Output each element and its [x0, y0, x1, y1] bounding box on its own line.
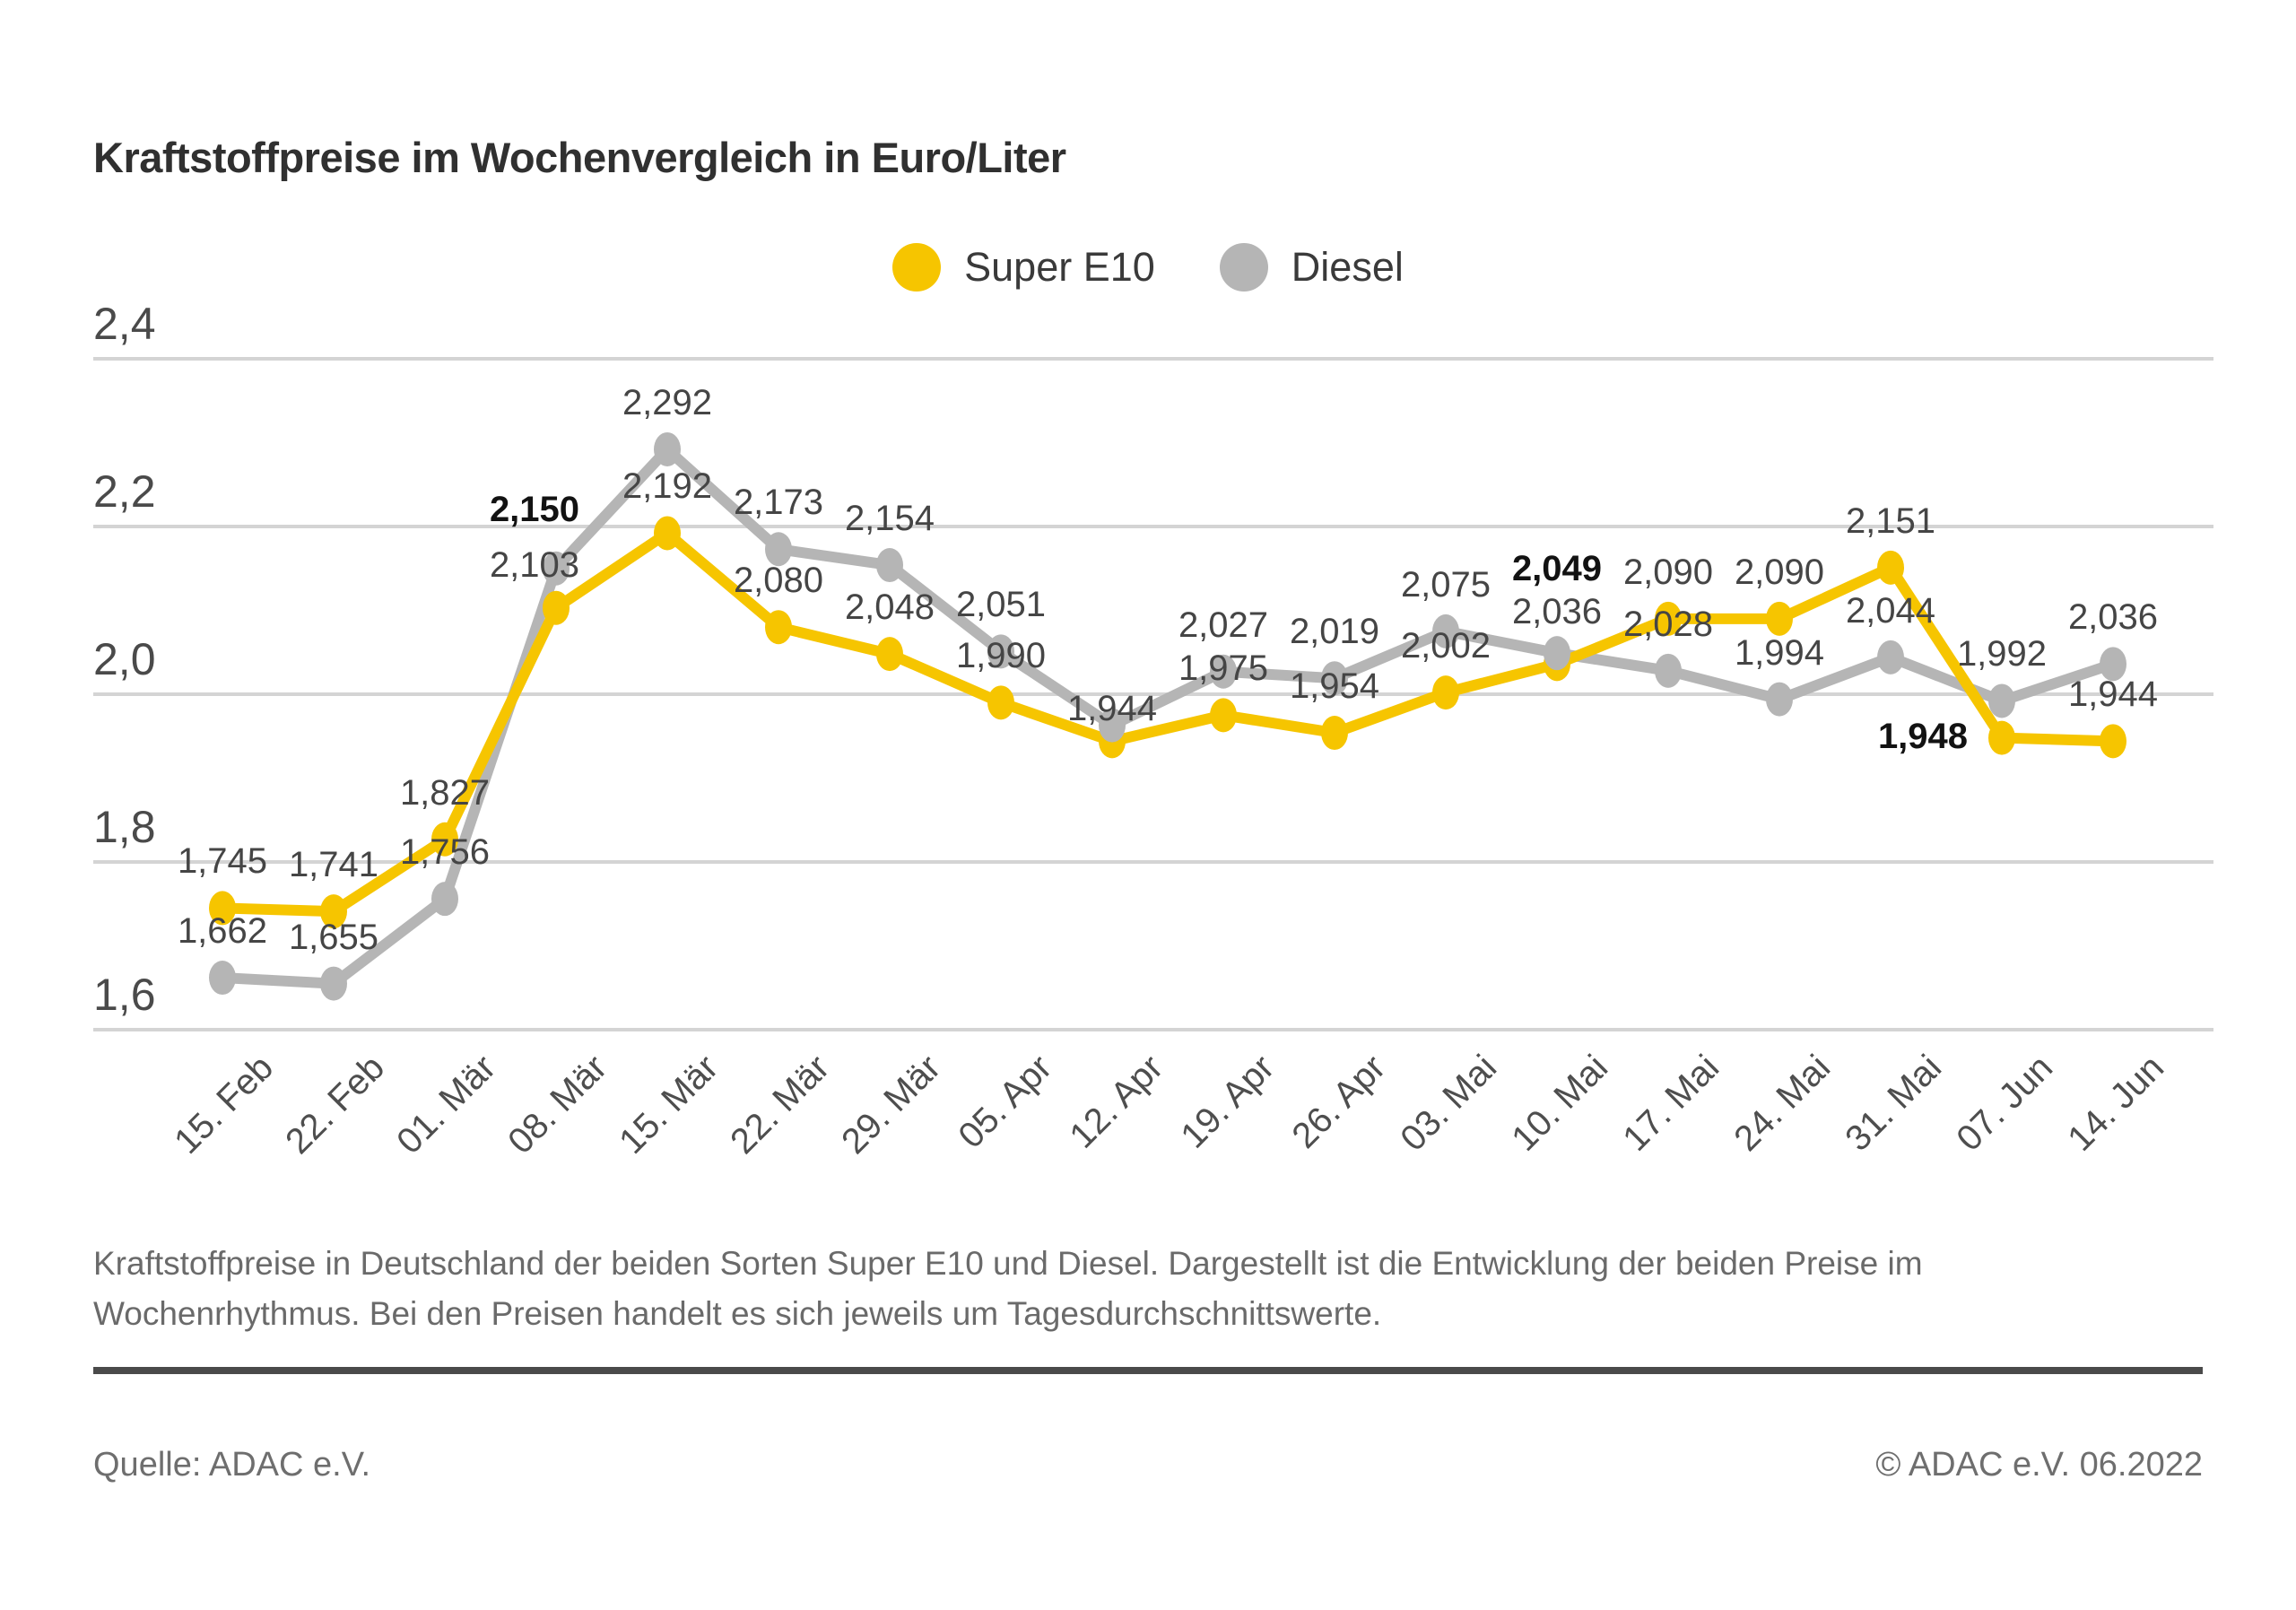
value-label-diesel: 2,292: [622, 382, 713, 422]
value-label-diesel: 2,075: [1400, 564, 1492, 605]
data-point-diesel: [1432, 614, 1459, 648]
value-label-super-e10: 2,080: [733, 561, 824, 601]
value-label-diesel: 2,019: [1289, 612, 1380, 652]
data-point-super-e10: [654, 516, 681, 551]
gridline: [93, 525, 2213, 528]
value-label-super-e10: 1,827: [399, 772, 491, 813]
data-point-super-e10: [876, 637, 903, 672]
value-label-diesel: 2,150: [489, 489, 580, 529]
data-point-super-e10: [765, 610, 792, 645]
copyright-text: © ADAC e.V. 06.2022: [1875, 1446, 2203, 1484]
data-point-super-e10: [543, 590, 570, 625]
value-label-super-e10: 1,944: [1066, 689, 1158, 729]
data-point-diesel: [1321, 661, 1348, 696]
data-point-diesel: [987, 634, 1014, 669]
data-point-super-e10: [1321, 716, 1348, 751]
legend-item-diesel: Diesel: [1219, 243, 1404, 292]
data-point-diesel: [765, 532, 792, 567]
y-axis-tick-label: 1,6: [93, 970, 156, 1020]
value-label-diesel: 1,662: [177, 911, 268, 952]
data-point-diesel: [1766, 682, 1793, 717]
data-point-diesel: [2100, 647, 2126, 682]
value-label-diesel: 2,044: [1845, 590, 1936, 631]
y-axis-tick-label: 2,4: [93, 299, 156, 349]
data-point-super-e10: [431, 822, 458, 857]
value-label-super-e10: 2,192: [622, 466, 713, 507]
value-label-diesel: 2,051: [955, 585, 1047, 625]
y-axis-tick-label: 1,8: [93, 802, 156, 852]
y-axis-tick-label: 2,0: [93, 634, 156, 684]
legend-label-diesel: Diesel: [1291, 244, 1404, 290]
value-label-diesel: 1,994: [1734, 632, 1825, 673]
data-point-super-e10: [1988, 720, 2015, 755]
chart-title: Kraftstoffpreise im Wochenvergleich in E…: [93, 134, 1066, 181]
data-point-super-e10: [987, 685, 1014, 720]
value-label-super-e10: 2,048: [844, 587, 935, 628]
value-label-super-e10: 1,990: [955, 636, 1047, 676]
data-point-super-e10: [209, 891, 236, 926]
legend-item-super-e10: Super E10: [892, 243, 1155, 292]
value-label-super-e10: 1,975: [1178, 648, 1269, 689]
data-point-diesel: [1988, 683, 2015, 718]
value-label-diesel: 2,154: [844, 499, 935, 538]
value-label-super-e10: 2,151: [1845, 500, 1936, 541]
series-line-super-e10: [217, 527, 2118, 918]
value-label-super-e10: 1,745: [177, 841, 268, 882]
value-label-diesel: 1,756: [399, 832, 491, 873]
value-label-diesel: 2,049: [1511, 549, 1603, 589]
diesel-dot-icon: [1219, 243, 1268, 292]
data-point-diesel: [876, 548, 903, 583]
value-label-super-e10: 2,090: [1734, 552, 1825, 592]
value-label-super-e10: 2,103: [489, 544, 580, 585]
value-label-super-e10: 2,036: [1511, 592, 1603, 632]
data-point-diesel: [654, 431, 681, 466]
data-point-diesel: [1655, 653, 1682, 688]
series-line-diesel: [217, 443, 2118, 989]
data-point-super-e10: [1766, 601, 1793, 636]
data-point-diesel: [1099, 708, 1126, 743]
value-label-diesel: 2,036: [2067, 597, 2159, 638]
data-point-diesel: [1544, 636, 1570, 671]
value-label-super-e10: 2,090: [1622, 552, 1714, 592]
footer-divider: [93, 1367, 2203, 1374]
value-label-diesel: 2,173: [733, 483, 824, 523]
value-label-super-e10: 1,948: [1877, 716, 1969, 756]
data-point-super-e10: [1432, 675, 1459, 710]
legend-label-super-e10: Super E10: [964, 244, 1155, 290]
caption-line-2: Wochenrhythmus. Bei den Preisen handelt …: [93, 1295, 1382, 1332]
super-e10-dot-icon: [892, 243, 942, 292]
data-point-diesel: [209, 961, 236, 996]
data-point-super-e10: [2100, 724, 2126, 759]
value-label-super-e10: 2,002: [1400, 626, 1492, 666]
gridline: [93, 860, 2213, 864]
data-point-super-e10: [1877, 550, 1904, 585]
source-text: Quelle: ADAC e.V.: [93, 1446, 371, 1484]
value-label-diesel: 1,655: [288, 917, 379, 957]
gridline: [93, 1028, 2213, 1031]
gridline: [93, 357, 2213, 361]
data-point-diesel: [543, 551, 570, 586]
data-point-super-e10: [320, 894, 347, 929]
data-point-diesel: [1877, 640, 1904, 674]
value-label-diesel: 2,027: [1178, 605, 1269, 645]
data-point-diesel: [1210, 654, 1237, 689]
value-label-super-e10: 1,954: [1289, 666, 1380, 706]
data-point-diesel: [431, 882, 458, 917]
data-point-diesel: [320, 966, 347, 1001]
value-label-super-e10: 1,741: [288, 845, 379, 885]
gridline: [93, 692, 2213, 696]
y-axis-tick-label: 2,2: [93, 466, 156, 517]
chart-legend: Super E10 Diesel: [0, 240, 2296, 294]
value-label-super-e10: 1,944: [2067, 674, 2159, 715]
value-label-diesel: 1,992: [1956, 634, 2048, 674]
data-point-super-e10: [1655, 601, 1682, 636]
data-point-super-e10: [1210, 698, 1237, 733]
caption-line-1: Kraftstoffpreise in Deutschland der beid…: [93, 1245, 1923, 1282]
value-label-diesel: 2,028: [1622, 604, 1714, 644]
